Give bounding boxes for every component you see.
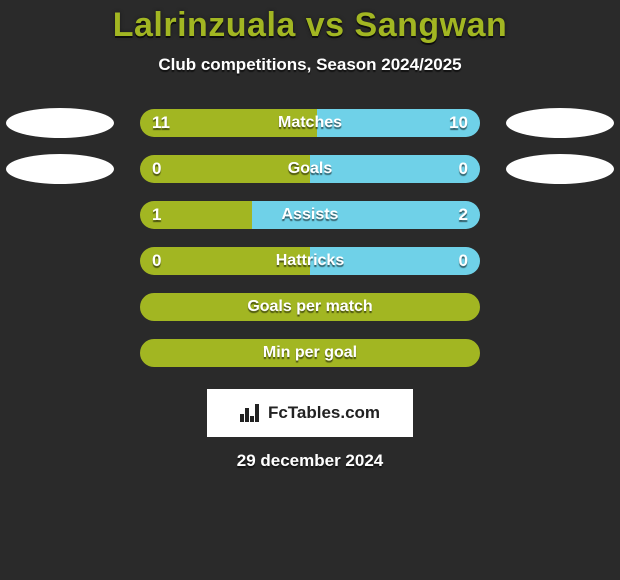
stat-value-left: 0 (152, 155, 161, 183)
stat-value-right: 10 (449, 109, 468, 137)
stat-bar-right (310, 155, 480, 183)
date-label: 29 december 2024 (0, 451, 620, 471)
stat-row: 00Hattricks (0, 241, 620, 287)
logo-text: FcTables.com (268, 403, 380, 423)
stat-bar (140, 293, 480, 321)
stat-row: Min per goal (0, 333, 620, 379)
player-blob-left (6, 154, 114, 184)
player-blob-left (6, 108, 114, 138)
stat-bar (140, 109, 480, 137)
stat-row: Goals per match (0, 287, 620, 333)
stat-value-right: 0 (459, 155, 468, 183)
logo-box: FcTables.com (207, 389, 413, 437)
stat-bar (140, 247, 480, 275)
page-title: Lalrinzuala vs Sangwan (0, 6, 620, 45)
player-blob-right (506, 154, 614, 184)
bar-chart-icon (240, 404, 262, 422)
stat-value-right: 0 (459, 247, 468, 275)
stat-row: 12Assists (0, 195, 620, 241)
stat-rows: 1110Matches00Goals12Assists00HattricksGo… (0, 103, 620, 379)
stat-value-left: 11 (152, 109, 170, 137)
stat-bar-left (140, 247, 310, 275)
stat-bar (140, 155, 480, 183)
player-blob-right (506, 108, 614, 138)
subtitle: Club competitions, Season 2024/2025 (0, 55, 620, 75)
stat-bar-right (252, 201, 480, 229)
stat-value-left: 0 (152, 247, 161, 275)
comparison-card: Lalrinzuala vs Sangwan Club competitions… (0, 0, 620, 580)
stat-row: 00Goals (0, 149, 620, 195)
stat-bar (140, 339, 480, 367)
stat-bar-right (310, 247, 480, 275)
stat-value-left: 1 (152, 201, 161, 229)
stat-row: 1110Matches (0, 103, 620, 149)
stat-value-right: 2 (459, 201, 468, 229)
stat-bar (140, 201, 480, 229)
stat-bar-left (140, 155, 310, 183)
